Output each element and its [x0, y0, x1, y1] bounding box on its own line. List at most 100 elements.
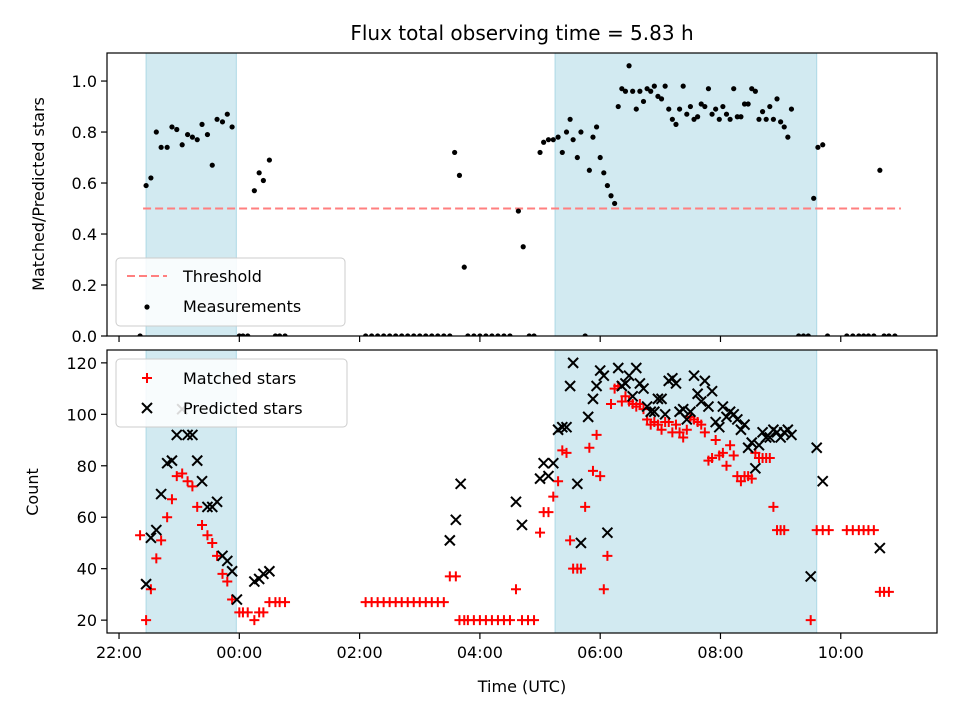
legend-matched-label: Matched stars	[183, 369, 296, 388]
predicted-star-point-63	[677, 403, 689, 415]
predicted-star-point-50	[630, 362, 642, 374]
measurement-point-59	[537, 149, 543, 156]
predicted-star-point-34	[560, 421, 573, 433]
predicted-star-point-66	[688, 370, 700, 382]
matched-star-point-105	[707, 453, 718, 464]
measurement-point-50	[483, 333, 489, 336]
measurement-point-90	[655, 93, 661, 99]
measurement-point-111	[731, 86, 737, 92]
measurement-point-130	[805, 333, 811, 336]
matched-star-point-21	[242, 607, 253, 618]
matched-star-point-129	[823, 525, 834, 536]
matched-star-point-7	[171, 471, 182, 482]
predicted-star-point-5	[166, 454, 178, 467]
measurement-point-106	[713, 106, 719, 112]
measurement-point-104	[705, 86, 712, 92]
matched-star-point-4	[156, 535, 167, 546]
measurement-point-107	[716, 116, 722, 122]
predicted-star-point-33	[556, 421, 569, 433]
measurement-point-96	[676, 106, 683, 112]
matched-star-point-8	[177, 468, 188, 479]
measurement-point-119	[759, 109, 766, 115]
measurement-point-128	[796, 333, 802, 336]
measurement-point-133	[820, 142, 826, 148]
x-tick-label-0: 22:00	[96, 643, 142, 662]
measurement-point-123	[774, 96, 780, 102]
matched-star-point-70	[580, 501, 591, 512]
measurement-point-134	[824, 333, 831, 336]
matched-star-point-1	[141, 615, 152, 626]
measurement-point-144	[892, 333, 898, 336]
measurement-point-80	[619, 86, 625, 92]
measurement-point-62	[550, 137, 556, 143]
measurement-point-101	[695, 114, 701, 120]
measurement-point-120	[763, 116, 769, 122]
matched-star-point-13	[202, 530, 213, 541]
predicted-star-point-92	[782, 424, 794, 436]
matched-star-point-11	[192, 501, 203, 512]
predicted-star-point-40	[587, 393, 599, 405]
measurement-point-37	[411, 333, 417, 336]
predicted-star-point-52	[637, 382, 650, 395]
measurement-point-117	[752, 88, 758, 94]
matched-star-point-55	[510, 584, 521, 595]
measurement-point-34	[393, 333, 399, 336]
predicted-star-point-81	[742, 442, 754, 454]
measurement-point-78	[612, 200, 618, 207]
predicted-star-point-8	[181, 429, 194, 441]
measurement-point-3	[153, 129, 159, 135]
top-y-tick-label-0: 0.0	[72, 327, 97, 346]
matched-star-point-44	[450, 571, 461, 582]
measurement-point-84	[633, 106, 639, 112]
top-legend: Threshold Measurements	[115, 257, 346, 327]
measurement-point-2	[148, 175, 154, 181]
predicted-star-point-69	[699, 375, 711, 387]
x-axis-label: Time (UTC)	[477, 677, 566, 696]
predicted-star-point-0	[140, 578, 152, 590]
measurement-point-13	[204, 131, 211, 138]
predicted-star-point-70	[702, 400, 715, 413]
measurement-point-16	[219, 119, 226, 125]
x-tick-label-3: 04:00	[457, 643, 503, 662]
matched-star-point-95	[670, 419, 681, 430]
predicted-star-point-79	[735, 424, 747, 436]
measurement-point-99	[687, 103, 694, 110]
measurement-point-20	[240, 333, 246, 336]
measurement-point-53	[501, 333, 507, 336]
bottom-y-tick-label-1: 40	[77, 560, 97, 579]
measurement-point-61	[545, 137, 552, 143]
predicted-star-point-28	[534, 472, 546, 485]
measurement-point-46	[461, 264, 467, 270]
matched-star-point-125	[779, 525, 790, 536]
matched-star-point-122	[768, 501, 779, 512]
predicted-star-point-87	[764, 431, 776, 444]
predicted-star-point-39	[582, 411, 594, 423]
measurement-point-114	[741, 101, 748, 107]
top-panel-frame	[106, 52, 938, 337]
measurement-point-103	[702, 103, 708, 110]
matched-star-point-77	[606, 399, 617, 410]
x-tick-label-4: 06:00	[577, 643, 623, 662]
measurement-point-32	[381, 333, 387, 336]
predicted-star-point-2	[150, 524, 163, 536]
bottom-shaded-interval-1	[554, 349, 818, 634]
measurement-point-1	[143, 182, 149, 189]
matched-star-point-69	[575, 563, 586, 574]
top-y-tick-label-4: 0.8	[72, 123, 97, 142]
measurement-point-57	[526, 333, 532, 336]
measurement-point-40	[429, 333, 435, 336]
measurement-point-72	[590, 134, 596, 140]
predicted-star-point-65	[684, 406, 697, 418]
predicted-star-point-41	[590, 380, 603, 392]
measurement-point-42	[441, 333, 447, 336]
measurement-point-88	[648, 88, 654, 94]
predicted-star-point-95	[811, 442, 823, 454]
measurement-point-139	[865, 333, 872, 336]
top-y-tick-label-3: 0.6	[72, 174, 97, 193]
legend-matched-swatch	[142, 373, 152, 383]
measurement-point-98	[684, 111, 690, 117]
matched-star-point-126	[805, 615, 816, 626]
measurement-point-71	[586, 167, 592, 173]
predicted-star-point-22	[263, 565, 276, 577]
